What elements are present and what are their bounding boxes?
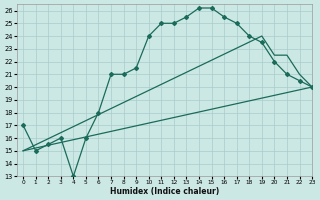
X-axis label: Humidex (Indice chaleur): Humidex (Indice chaleur) xyxy=(110,187,219,196)
